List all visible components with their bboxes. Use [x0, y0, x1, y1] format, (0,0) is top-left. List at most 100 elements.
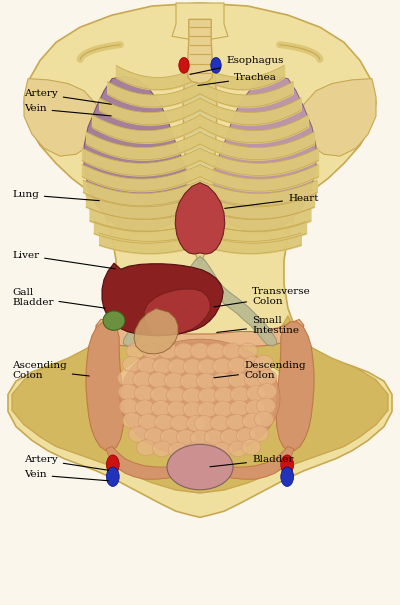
Text: Esophagus: Esophagus: [190, 56, 283, 74]
Ellipse shape: [238, 343, 258, 359]
Ellipse shape: [226, 414, 246, 430]
Ellipse shape: [138, 358, 157, 373]
Ellipse shape: [122, 413, 142, 428]
Ellipse shape: [230, 401, 249, 416]
Ellipse shape: [167, 401, 186, 417]
Text: Heart: Heart: [225, 194, 318, 208]
Ellipse shape: [242, 413, 262, 429]
Polygon shape: [12, 316, 388, 493]
Polygon shape: [8, 3, 392, 517]
Ellipse shape: [135, 400, 154, 416]
Ellipse shape: [254, 411, 274, 427]
Ellipse shape: [214, 401, 233, 417]
Polygon shape: [187, 19, 213, 83]
Polygon shape: [106, 446, 294, 479]
Polygon shape: [84, 76, 188, 233]
Polygon shape: [123, 257, 277, 346]
Ellipse shape: [144, 428, 164, 443]
Ellipse shape: [150, 387, 170, 402]
Text: Descending
Colon: Descending Colon: [214, 361, 306, 380]
Ellipse shape: [242, 439, 261, 455]
Ellipse shape: [244, 371, 264, 387]
Ellipse shape: [164, 373, 184, 388]
Ellipse shape: [170, 415, 190, 431]
Ellipse shape: [236, 428, 256, 443]
Text: Vein: Vein: [24, 471, 108, 481]
Ellipse shape: [214, 387, 234, 403]
Ellipse shape: [168, 359, 187, 374]
Ellipse shape: [210, 415, 230, 431]
Polygon shape: [172, 3, 228, 41]
Ellipse shape: [160, 429, 180, 445]
Ellipse shape: [228, 441, 248, 457]
Polygon shape: [112, 348, 288, 434]
Ellipse shape: [180, 373, 200, 389]
Polygon shape: [86, 322, 124, 451]
Text: Artery: Artery: [24, 456, 108, 470]
Ellipse shape: [151, 401, 170, 416]
Polygon shape: [300, 79, 376, 156]
Polygon shape: [144, 289, 210, 335]
Circle shape: [281, 455, 294, 474]
Ellipse shape: [228, 372, 248, 388]
Ellipse shape: [148, 372, 168, 388]
Ellipse shape: [183, 402, 202, 417]
Circle shape: [106, 455, 119, 474]
Text: Vein: Vein: [24, 105, 111, 116]
Text: Liver: Liver: [12, 251, 115, 269]
Ellipse shape: [134, 385, 154, 401]
Polygon shape: [96, 319, 304, 346]
Ellipse shape: [190, 343, 210, 359]
Polygon shape: [175, 183, 225, 254]
Text: Trachea: Trachea: [198, 73, 277, 85]
Ellipse shape: [119, 399, 138, 414]
Circle shape: [211, 57, 221, 73]
Text: Ascending
Colon: Ascending Colon: [12, 361, 89, 380]
Text: Lung: Lung: [12, 191, 99, 201]
Ellipse shape: [258, 370, 277, 385]
Polygon shape: [276, 322, 314, 451]
Text: Bladder: Bladder: [210, 456, 294, 466]
Ellipse shape: [128, 427, 148, 442]
Ellipse shape: [166, 387, 186, 403]
Ellipse shape: [212, 442, 232, 458]
Ellipse shape: [186, 416, 206, 431]
Ellipse shape: [243, 356, 262, 372]
Polygon shape: [212, 76, 316, 233]
Ellipse shape: [222, 343, 242, 359]
Text: Transverse
Colon: Transverse Colon: [214, 287, 311, 307]
Ellipse shape: [254, 355, 274, 371]
Ellipse shape: [246, 400, 265, 416]
Ellipse shape: [103, 311, 125, 330]
Ellipse shape: [246, 385, 266, 401]
Polygon shape: [102, 263, 223, 336]
Ellipse shape: [118, 370, 137, 386]
Polygon shape: [134, 309, 178, 354]
Ellipse shape: [174, 343, 194, 359]
Ellipse shape: [142, 343, 162, 359]
Ellipse shape: [250, 426, 269, 442]
Polygon shape: [24, 79, 100, 156]
Ellipse shape: [136, 440, 156, 456]
Ellipse shape: [182, 388, 202, 404]
Ellipse shape: [158, 343, 178, 359]
Ellipse shape: [198, 402, 217, 417]
Ellipse shape: [133, 371, 152, 387]
Ellipse shape: [206, 343, 226, 359]
Ellipse shape: [118, 384, 138, 400]
Ellipse shape: [230, 387, 250, 402]
Ellipse shape: [212, 373, 232, 388]
Ellipse shape: [258, 384, 277, 399]
Text: Gall
Bladder: Gall Bladder: [12, 288, 105, 308]
Ellipse shape: [196, 443, 216, 459]
Ellipse shape: [167, 444, 233, 490]
Ellipse shape: [190, 430, 210, 446]
Text: Artery: Artery: [24, 90, 111, 104]
Ellipse shape: [126, 343, 146, 359]
Polygon shape: [183, 60, 217, 265]
Ellipse shape: [196, 373, 216, 389]
Circle shape: [179, 57, 189, 73]
Ellipse shape: [220, 429, 240, 445]
Ellipse shape: [198, 388, 218, 404]
Circle shape: [281, 467, 294, 486]
